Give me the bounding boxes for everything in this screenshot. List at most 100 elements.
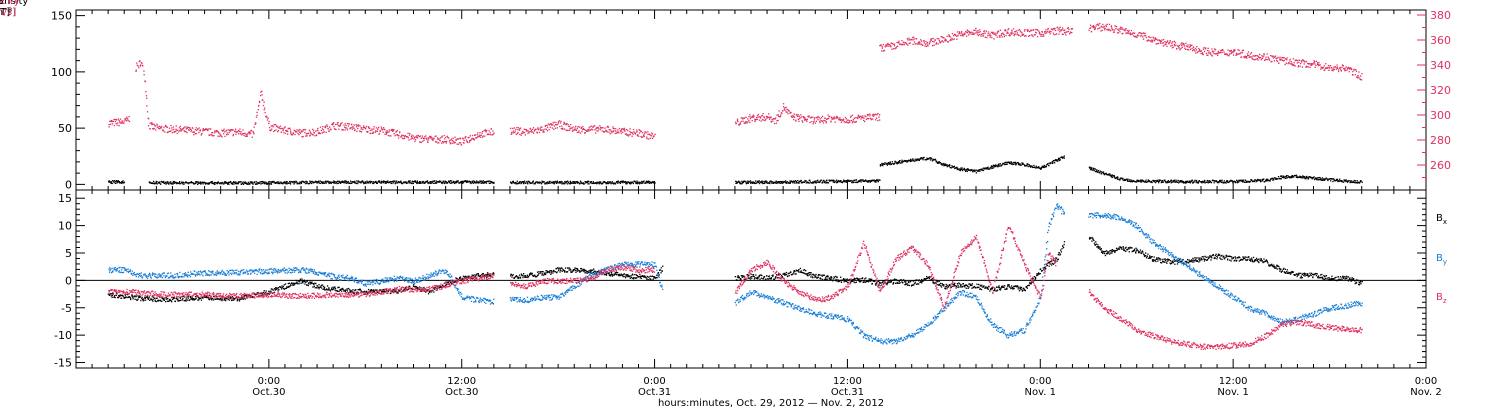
density-series-point	[232, 184, 233, 185]
velocity-series-point	[1059, 29, 1060, 30]
velocity-series-point	[977, 33, 978, 34]
velocity-series-point	[218, 132, 219, 133]
velocity-series-point	[632, 132, 633, 133]
velocity-series-point	[1050, 31, 1051, 32]
density-series-point	[1009, 162, 1010, 163]
velocity-series-point	[979, 29, 980, 30]
velocity-series-point	[239, 131, 240, 132]
velocity-series-point	[1038, 31, 1039, 32]
velocity-series-point	[226, 134, 227, 135]
velocity-series-point	[1163, 42, 1164, 43]
density-series-point	[969, 170, 970, 171]
velocity-series-point	[361, 131, 362, 132]
velocity-series-point	[194, 131, 195, 132]
velocity-series-point	[126, 117, 127, 118]
density-series-point	[1211, 182, 1212, 183]
velocity-series-point	[1166, 46, 1167, 47]
velocity-series-point	[756, 117, 757, 118]
velocity-series-point	[750, 118, 751, 119]
velocity-series-point	[1037, 36, 1038, 37]
density-series-point	[1237, 182, 1238, 183]
velocity-series-point	[896, 47, 897, 48]
velocity-series-point	[332, 124, 333, 125]
velocity-series-point	[1150, 41, 1151, 42]
density-series-point	[620, 183, 621, 184]
velocity-series-point	[492, 130, 493, 131]
velocity-series-point	[622, 132, 623, 133]
density-series-point	[1306, 176, 1307, 177]
velocity-series-point	[1180, 44, 1181, 45]
density-series-point	[449, 182, 450, 183]
velocity-series-point	[277, 126, 278, 127]
density-series-point	[1114, 176, 1115, 177]
velocity-series-point	[790, 112, 791, 113]
velocity-series-point	[1170, 41, 1171, 42]
velocity-series-point	[219, 136, 220, 137]
density-series-point	[1278, 176, 1279, 177]
velocity-series-point	[537, 132, 538, 133]
density-series-point	[569, 183, 570, 184]
velocity-series-point	[753, 116, 754, 117]
velocity-series-point	[388, 135, 389, 136]
velocity-series-point	[330, 129, 331, 130]
velocity-series-point	[1300, 63, 1301, 64]
velocity-series-point	[553, 129, 554, 130]
density-series-point	[415, 180, 416, 181]
velocity-series-point	[628, 134, 629, 135]
velocity-series-point	[1175, 45, 1176, 46]
velocity-series-point	[1054, 34, 1055, 35]
density-series-point	[995, 165, 996, 166]
density-series-point	[183, 183, 184, 184]
velocity-series-point	[1311, 65, 1312, 66]
velocity-series-point	[524, 132, 525, 133]
velocity-series-point	[911, 39, 912, 40]
density-series-point	[1016, 163, 1017, 164]
velocity-series-point	[877, 120, 878, 121]
velocity-series-point	[374, 126, 375, 127]
density-series-point	[1140, 182, 1141, 183]
velocity-series-point	[1099, 23, 1100, 24]
velocity-series-point	[283, 132, 284, 133]
density-series-point	[1007, 164, 1008, 165]
density-series-point	[1216, 180, 1217, 181]
velocity-y-tick-label: 260	[1430, 159, 1451, 172]
density-series-point	[1350, 182, 1351, 183]
velocity-series-point	[816, 121, 817, 122]
density-series-point	[861, 181, 862, 182]
velocity-series-point	[341, 122, 342, 123]
velocity-series-point	[560, 122, 561, 123]
velocity-series-point	[280, 128, 281, 129]
density-series-point	[451, 180, 452, 181]
velocity-series-point	[1309, 67, 1310, 68]
velocity-series-point	[598, 130, 599, 131]
density-series-point	[1296, 176, 1297, 177]
density-series-point	[817, 180, 818, 181]
velocity-series-point	[377, 128, 378, 129]
velocity-series-point	[446, 141, 447, 142]
velocity-series-point	[1238, 53, 1239, 54]
velocity-series-point	[268, 121, 269, 122]
velocity-series-point	[547, 130, 548, 131]
velocity-series-point	[771, 119, 772, 120]
velocity-series-point	[1309, 63, 1310, 64]
velocity-series-point	[253, 133, 254, 134]
velocity-series-point	[348, 125, 349, 126]
velocity-series-point	[762, 115, 763, 116]
velocity-series-point	[1346, 70, 1347, 71]
density-series-point	[1112, 177, 1113, 178]
velocity-series-point	[514, 127, 515, 128]
velocity-series-point	[351, 124, 352, 125]
density-series-point	[945, 164, 946, 165]
velocity-series-point	[450, 139, 451, 140]
density-series-point	[356, 183, 357, 184]
density-series-point	[1094, 170, 1095, 171]
density-series-point	[548, 182, 549, 183]
density-series-point	[1175, 180, 1176, 181]
velocity-series-point	[617, 129, 618, 130]
density-series-point	[350, 181, 351, 182]
density-series-point	[806, 180, 807, 181]
velocity-series-point	[1005, 30, 1006, 31]
velocity-series-point	[1066, 31, 1067, 32]
density-series-point	[391, 183, 392, 184]
velocity-series-point	[566, 124, 567, 125]
